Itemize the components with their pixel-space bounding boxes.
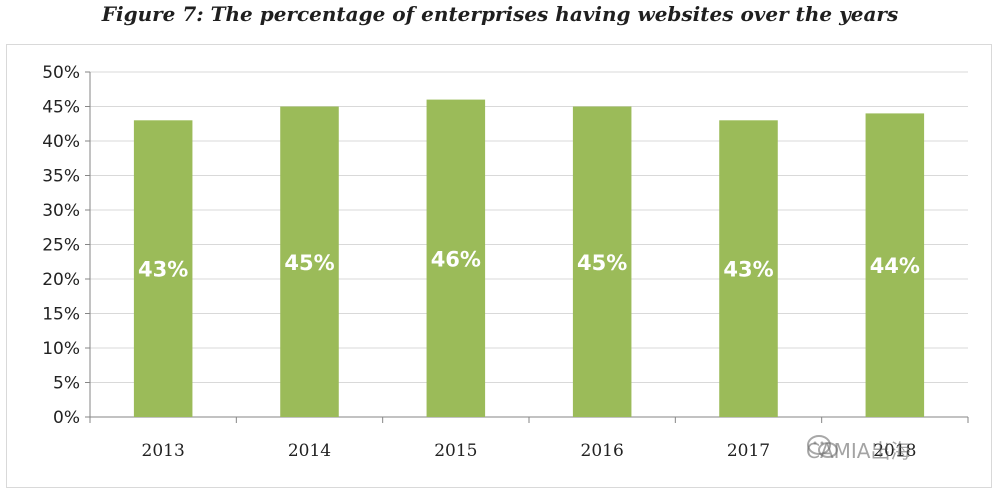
y-tick-label: 20%	[42, 270, 80, 290]
data-label-2014: 45%	[284, 251, 334, 275]
y-tick-label: 40%	[42, 132, 80, 152]
data-label-2017: 43%	[723, 258, 773, 282]
y-tick-label: 15%	[42, 305, 80, 325]
x-tick-label: 2018	[873, 441, 916, 461]
y-tick-label: 25%	[42, 236, 80, 256]
wechat-icon	[807, 435, 838, 458]
y-axis: 0% 5% 10% 15% 20% 25% 30% 35% 40% 45% 50%	[42, 63, 91, 428]
data-label-2015: 46%	[431, 247, 481, 271]
chart-title: Figure 7: The percentage of enterprises …	[101, 2, 899, 26]
x-axis: 2013 2014 2015 2016 2017 2018	[89, 416, 969, 461]
bars	[133, 99, 925, 418]
x-tick-label: 2016	[581, 441, 624, 461]
x-tick-label: 2013	[142, 441, 185, 461]
x-tick-label: 2017	[727, 441, 770, 461]
x-tick-label: 2014	[288, 441, 331, 461]
bar-2015	[426, 99, 486, 417]
watermark: CAMIA出海	[806, 434, 910, 464]
data-label-2016: 45%	[577, 251, 627, 275]
y-tick-label: 30%	[42, 201, 80, 221]
data-label-2013: 43%	[138, 258, 188, 282]
y-tick-label: 10%	[42, 339, 80, 359]
bar-2013	[133, 120, 193, 418]
x-tick-label: 2015	[434, 441, 477, 461]
y-tick-label: 35%	[42, 167, 80, 187]
data-labels: 43% 45% 46% 45% 43% 44%	[138, 247, 920, 281]
chart-frame	[6, 44, 992, 488]
y-tick-label: 50%	[42, 63, 80, 83]
gridlines	[90, 71, 968, 383]
y-tick-label: 45%	[42, 98, 80, 118]
y-tick-label: 5%	[53, 374, 80, 394]
bar-2016	[572, 106, 632, 417]
bar-2018	[865, 113, 925, 418]
y-tick-label: 0%	[53, 408, 80, 428]
data-label-2018: 44%	[870, 254, 920, 278]
bar-2017	[719, 120, 778, 418]
bar-2014	[280, 106, 339, 417]
